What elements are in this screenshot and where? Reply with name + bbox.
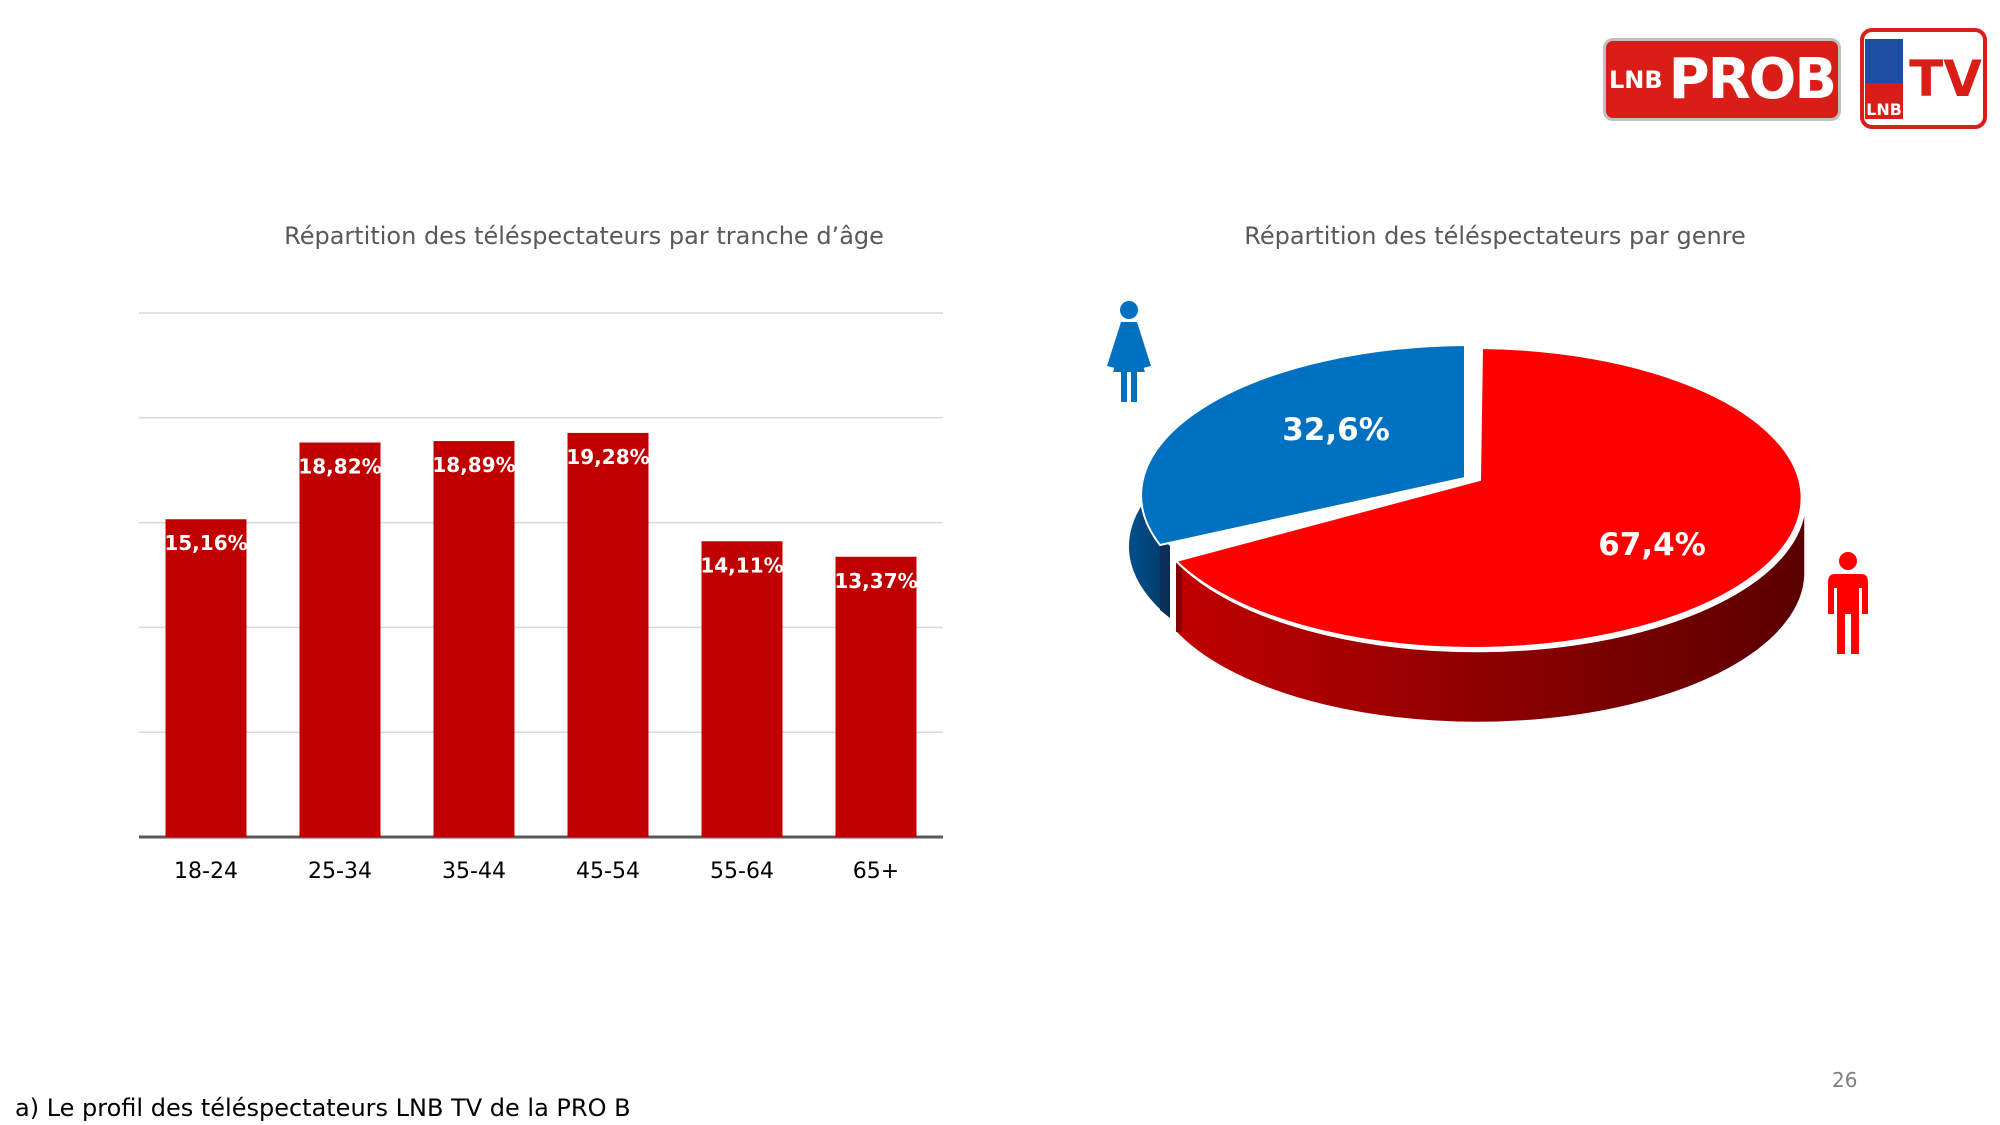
pie-slice-female-side bbox=[1128, 505, 1170, 618]
pro-b-logo-main-text: PROB bbox=[1668, 47, 1837, 112]
pie-chart-title: Répartition des téléspectateurs par genr… bbox=[1244, 222, 1746, 250]
pie-slice-male-cut bbox=[1176, 561, 1182, 632]
female-person-icon bbox=[1107, 301, 1151, 402]
pie-label-female: 32,6% bbox=[1282, 412, 1390, 448]
bar-data-label: 15,16% bbox=[164, 531, 247, 555]
bar-35-44 bbox=[433, 441, 515, 837]
pie-slice-male-side bbox=[1175, 504, 1806, 724]
bar-65+ bbox=[835, 556, 917, 837]
lnb-tv-logo-emblem: LNB bbox=[1865, 38, 1904, 119]
bar-category-label: 55-64 bbox=[710, 859, 774, 884]
bar-data-label: 18,82% bbox=[298, 455, 381, 479]
pie-label-male: 67,4% bbox=[1598, 527, 1706, 563]
footer-caption: a) Le profil des téléspectateurs LNB TV … bbox=[15, 1094, 631, 1122]
bar-category-label: 35-44 bbox=[442, 859, 506, 884]
pro-b-logo-small-text: LNB bbox=[1608, 65, 1663, 94]
bar-25-34 bbox=[299, 442, 381, 837]
bar-55-64 bbox=[701, 541, 783, 837]
bar-data-label: 13,37% bbox=[834, 569, 917, 593]
bar-category-label: 65+ bbox=[853, 859, 899, 884]
bar-chart-title: Répartition des téléspectateurs par tran… bbox=[284, 222, 884, 250]
lnb-tv-logo: LNB TV bbox=[1860, 28, 1987, 129]
bar-category-label: 18-24 bbox=[174, 859, 238, 884]
pie-slice-male bbox=[1174, 346, 1803, 649]
bar-category-label: 25-34 bbox=[308, 859, 372, 884]
pro-b-logo: LNB PROB bbox=[1603, 38, 1841, 121]
pie-slice-female bbox=[1140, 343, 1466, 547]
bar-chart: 15,16% 18,82% 18,89% 19,28% 14,11% 13,37% 18-… bbox=[139, 312, 943, 884]
bar-data-label: 14,11% bbox=[700, 553, 783, 577]
bar-data-label: 19,28% bbox=[566, 445, 649, 469]
bar-45-54 bbox=[567, 432, 649, 837]
page-number: 26 bbox=[1832, 1068, 1858, 1092]
bar-category-label: 45-54 bbox=[576, 859, 640, 884]
pie-chart: 32,6% 67,4% bbox=[1128, 343, 1806, 724]
lnb-tv-logo-small-text: LNB bbox=[1866, 99, 1902, 119]
pie-slice-female-edge bbox=[1160, 545, 1170, 618]
lnb-tv-logo-main-text: TV bbox=[1909, 49, 1982, 108]
bar-data-label: 18,89% bbox=[432, 453, 515, 477]
male-person-icon bbox=[1828, 552, 1868, 654]
bar-18-24 bbox=[165, 519, 247, 837]
